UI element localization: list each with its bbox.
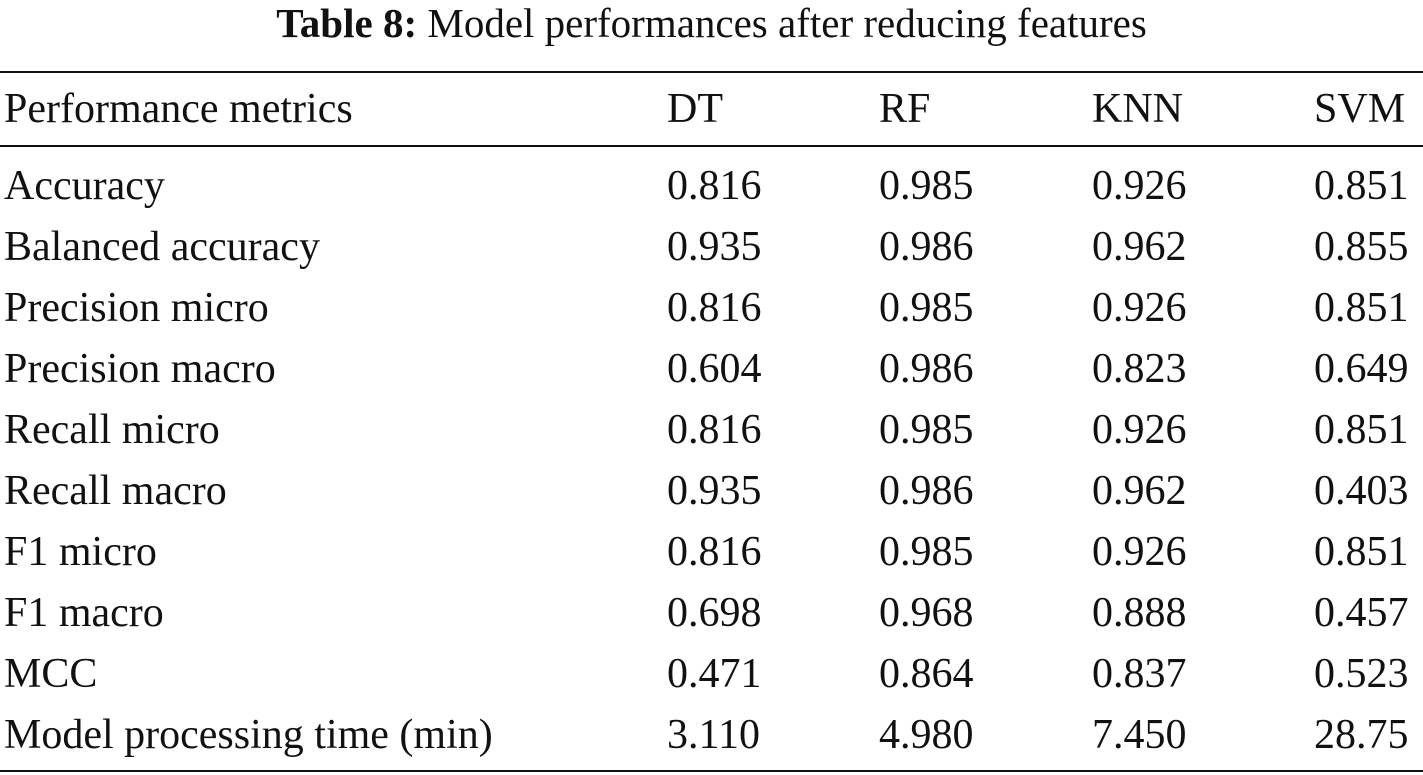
cell-svm: 0.851 <box>1314 528 1409 575</box>
table-top-rule <box>0 71 1423 73</box>
cell-metric: Precision macro <box>4 345 276 392</box>
cell-dt: 0.471 <box>667 650 762 697</box>
header-row: Performance metrics DT RF KNN SVM <box>0 73 1423 145</box>
cell-knn: 0.823 <box>1092 345 1187 392</box>
header-metric: Performance metrics <box>4 86 353 132</box>
cell-dt: 0.604 <box>667 345 762 392</box>
results-table: Accuracy 0.816 0.985 0.926 0.851 Balanced acc… <box>0 155 1423 765</box>
cell-dt: 0.816 <box>667 284 762 331</box>
cell-knn: 0.962 <box>1092 467 1187 514</box>
cell-dt: 0.935 <box>667 467 762 514</box>
cell-rf: 0.985 <box>879 406 974 453</box>
cell-metric: F1 micro <box>4 528 157 575</box>
cell-svm: 0.855 <box>1314 223 1409 270</box>
table-row: Balanced accuracy 0.935 0.986 0.962 0.855 <box>0 216 1423 277</box>
cell-metric: Recall macro <box>4 467 227 514</box>
table-row: Precision micro 0.816 0.985 0.926 0.851 <box>0 277 1423 338</box>
cell-rf: 0.985 <box>879 528 974 575</box>
table-row: Model processing time (min) 3.110 4.980 7.4… <box>0 704 1423 765</box>
cell-metric: Model processing time (min) <box>4 711 493 758</box>
cell-rf: 0.986 <box>879 345 974 392</box>
table-header: Performance metrics DT RF KNN SVM <box>0 73 1423 145</box>
cell-dt: 0.935 <box>667 223 762 270</box>
cell-dt: 0.816 <box>667 162 762 209</box>
table-row: Accuracy 0.816 0.985 0.926 0.851 <box>0 155 1423 216</box>
cell-svm: 0.851 <box>1314 284 1409 331</box>
cell-svm: 0.649 <box>1314 345 1409 392</box>
cell-knn: 7.450 <box>1092 711 1187 758</box>
cell-rf: 0.864 <box>879 650 974 697</box>
cell-knn: 0.926 <box>1092 528 1187 575</box>
cell-rf: 0.985 <box>879 284 974 331</box>
table-row: F1 micro 0.816 0.985 0.926 0.851 <box>0 521 1423 582</box>
header-rf: RF <box>879 86 931 132</box>
cell-rf: 0.968 <box>879 589 974 636</box>
cell-rf: 0.985 <box>879 162 974 209</box>
cell-rf: 4.980 <box>879 711 974 758</box>
cell-knn: 0.926 <box>1092 284 1187 331</box>
cell-dt: 0.816 <box>667 528 762 575</box>
cell-dt: 0.698 <box>667 589 762 636</box>
cell-svm: 0.851 <box>1314 162 1409 209</box>
cell-dt: 3.110 <box>667 711 760 758</box>
cell-knn: 0.962 <box>1092 223 1187 270</box>
cell-svm: 0.403 <box>1314 467 1409 514</box>
cell-metric: MCC <box>4 650 98 697</box>
table-row: Recall macro 0.935 0.986 0.962 0.403 <box>0 460 1423 521</box>
cell-svm: 0.457 <box>1314 589 1409 636</box>
cell-svm: 28.75 <box>1314 711 1409 758</box>
header-knn: KNN <box>1092 86 1183 132</box>
cell-knn: 0.926 <box>1092 162 1187 209</box>
cell-dt: 0.816 <box>667 406 762 453</box>
table-row: F1 macro 0.698 0.968 0.888 0.457 <box>0 582 1423 643</box>
cell-metric: F1 macro <box>4 589 164 636</box>
table-header-rule <box>0 145 1423 147</box>
table-bottom-rule <box>0 770 1423 772</box>
table-caption: Table 8: Model performances after reduci… <box>0 0 1423 46</box>
header-dt: DT <box>667 86 723 132</box>
cell-metric: Recall micro <box>4 406 220 453</box>
table-caption-label: Table 8: <box>276 0 418 46</box>
cell-metric: Precision micro <box>4 284 269 331</box>
table-caption-text: Model performances after reducing featur… <box>427 0 1147 46</box>
cell-knn: 0.926 <box>1092 406 1187 453</box>
table-row: MCC 0.471 0.864 0.837 0.523 <box>0 643 1423 704</box>
table-row: Recall micro 0.816 0.985 0.926 0.851 <box>0 399 1423 460</box>
cell-knn: 0.837 <box>1092 650 1187 697</box>
header-svm: SVM <box>1314 86 1406 132</box>
cell-knn: 0.888 <box>1092 589 1187 636</box>
cell-rf: 0.986 <box>879 223 974 270</box>
table-row: Precision macro 0.604 0.986 0.823 0.649 <box>0 338 1423 399</box>
cell-svm: 0.523 <box>1314 650 1409 697</box>
cell-metric: Balanced accuracy <box>4 223 320 270</box>
cell-metric: Accuracy <box>4 162 165 209</box>
cell-svm: 0.851 <box>1314 406 1409 453</box>
cell-rf: 0.986 <box>879 467 974 514</box>
